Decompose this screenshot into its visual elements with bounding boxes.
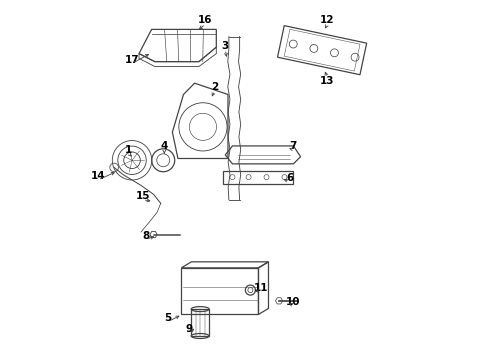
Text: 16: 16	[198, 15, 213, 26]
Text: 9: 9	[186, 324, 193, 334]
Text: 17: 17	[125, 55, 139, 65]
Text: 2: 2	[211, 82, 218, 92]
Text: 4: 4	[161, 141, 168, 151]
Text: 14: 14	[91, 171, 105, 181]
Text: 5: 5	[164, 313, 171, 323]
Text: 8: 8	[143, 231, 150, 240]
Text: 11: 11	[254, 283, 269, 293]
Text: 13: 13	[320, 76, 335, 86]
Text: 1: 1	[125, 144, 132, 154]
Text: 10: 10	[286, 297, 301, 307]
Text: 15: 15	[136, 191, 150, 201]
Text: 7: 7	[290, 141, 297, 151]
Text: 6: 6	[286, 173, 294, 183]
Text: 12: 12	[320, 15, 335, 26]
Text: 3: 3	[221, 41, 229, 50]
